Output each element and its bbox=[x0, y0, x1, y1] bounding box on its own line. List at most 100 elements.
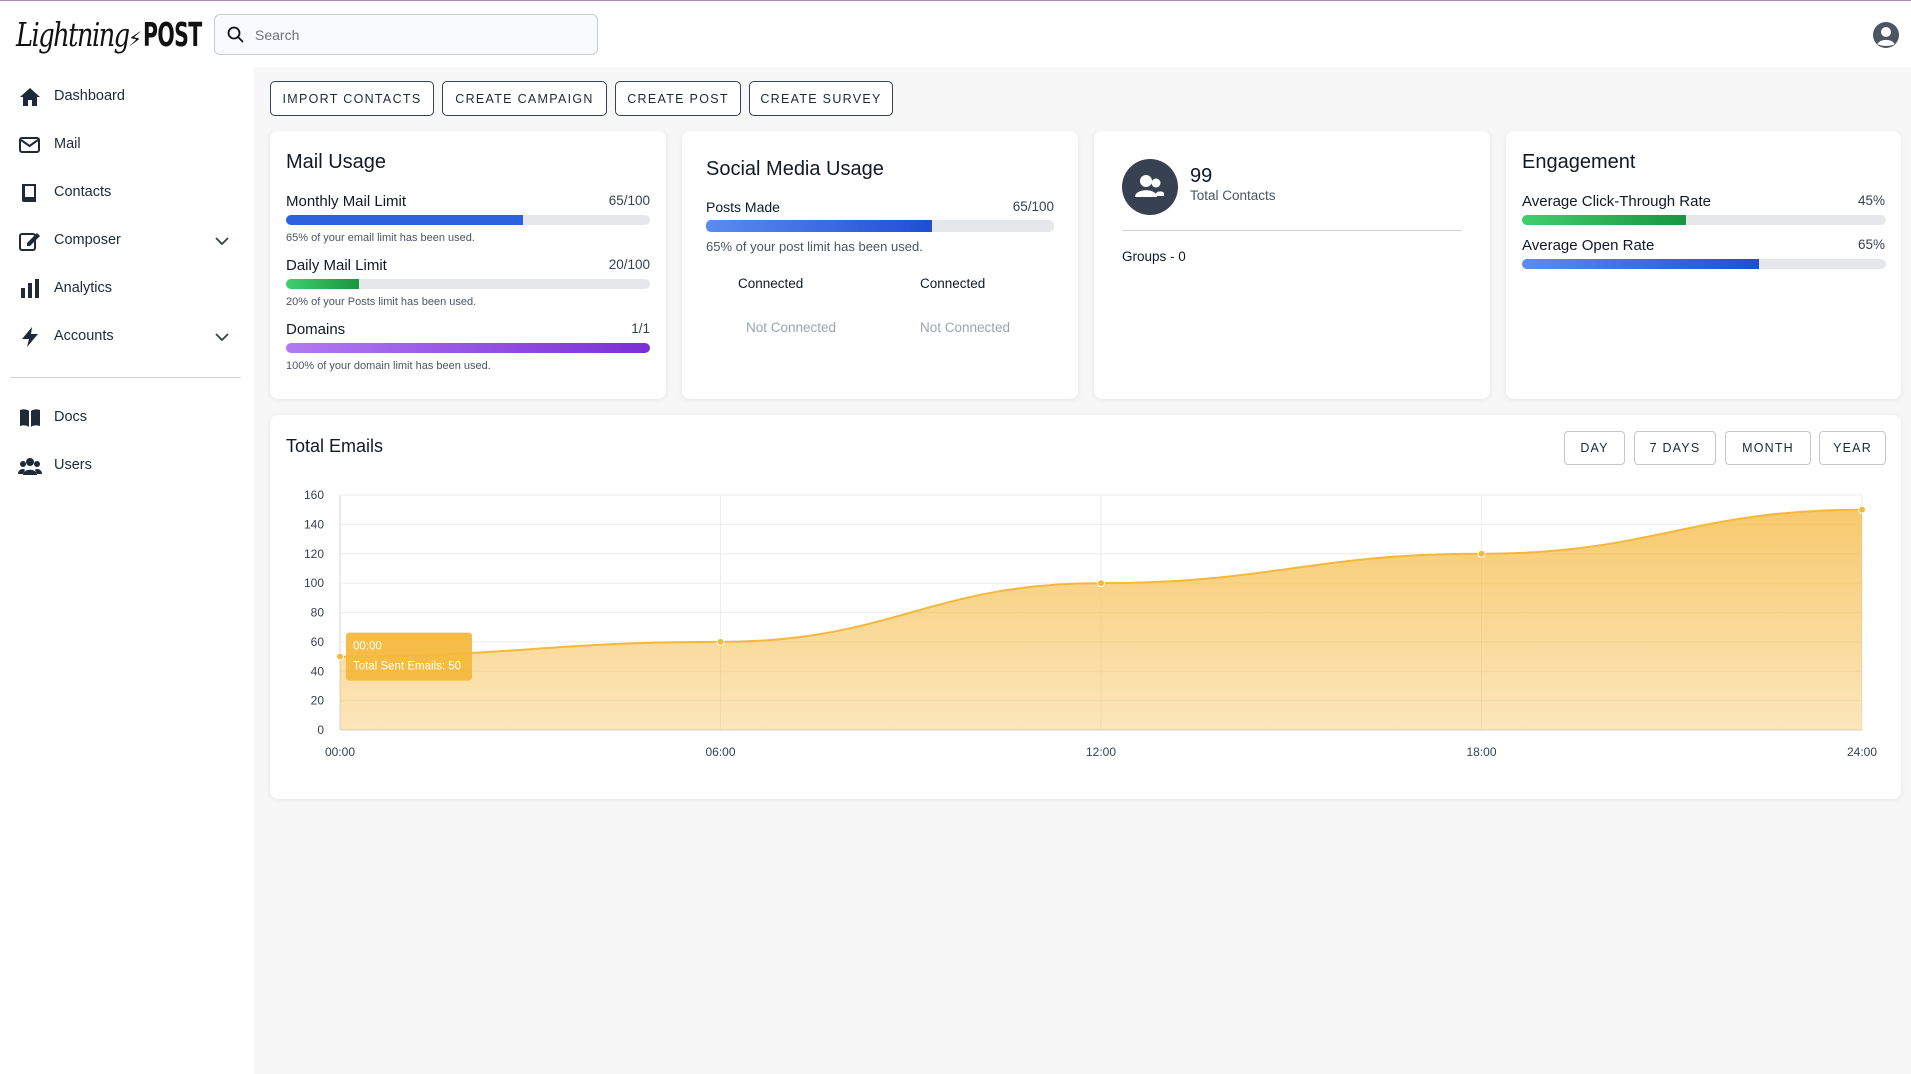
posts-made-progress bbox=[706, 220, 1054, 232]
domains-label: Domains bbox=[286, 321, 346, 338]
y-tick-label: 160 bbox=[304, 488, 324, 502]
domains-value: 1/1 bbox=[631, 321, 650, 336]
range-7days-button[interactable]: 7 DAYS bbox=[1634, 431, 1716, 465]
monthly-mail-note: 65% of your email limit has been used. bbox=[286, 232, 475, 244]
y-tick-label: 80 bbox=[311, 606, 325, 620]
ctr-label: Average Click-Through Rate bbox=[1522, 193, 1711, 210]
chevron-down-icon bbox=[215, 237, 229, 246]
groups-count: Groups - 0 bbox=[1122, 249, 1186, 264]
monthly-mail-value: 65/100 bbox=[608, 193, 650, 208]
user-avatar-icon[interactable] bbox=[1872, 21, 1900, 49]
posts-made-value: 65/100 bbox=[1012, 199, 1054, 214]
sidebar-item-label: Dashboard bbox=[54, 88, 125, 104]
y-tick-label: 140 bbox=[304, 517, 324, 531]
social-media-usage-card: Social Media Usage Posts Made 65/100 65%… bbox=[682, 131, 1078, 399]
x-tick-label: 12:00 bbox=[1086, 745, 1116, 759]
contacts-book-icon bbox=[22, 184, 36, 202]
home-icon bbox=[20, 88, 40, 106]
range-day-button[interactable]: DAY bbox=[1564, 431, 1625, 465]
social-status-3: Not Connected bbox=[746, 320, 837, 335]
card-title: Mail Usage bbox=[286, 151, 387, 173]
sidebar-item-composer[interactable]: Composer bbox=[0, 220, 254, 260]
total-emails-chart: 0 20 40 60 80 100 120 140 160 00:00 06:00 12:00 18:0… bbox=[304, 488, 1877, 759]
sidebar-item-contacts[interactable]: Contacts bbox=[0, 172, 254, 212]
import-contacts-button[interactable]: IMPORT CONTACTS bbox=[270, 81, 434, 116]
card-title: Social Media Usage bbox=[706, 158, 884, 180]
logo-text-post: POST bbox=[143, 15, 202, 54]
sidebar-item-users[interactable]: Users bbox=[0, 445, 254, 485]
sidebar-item-label: Accounts bbox=[54, 328, 114, 344]
engagement-card: Engagement Average Click-Through Rate 45… bbox=[1506, 131, 1901, 399]
logo-text-lightning: Lightning bbox=[16, 15, 130, 54]
sidebar-item-label: Contacts bbox=[54, 184, 112, 200]
create-survey-button[interactable]: CREATE SURVEY bbox=[749, 81, 893, 116]
mail-usage-card: Mail Usage Monthly Mail Limit 65/100 65%… bbox=[270, 131, 666, 399]
search-input[interactable] bbox=[255, 15, 585, 54]
edit-icon bbox=[19, 233, 40, 251]
sidebar-item-label: Composer bbox=[54, 232, 121, 248]
contacts-divider bbox=[1122, 230, 1462, 231]
sidebar-item-mail[interactable]: Mail bbox=[0, 124, 254, 164]
data-point bbox=[1858, 505, 1866, 514]
sidebar-divider bbox=[10, 377, 241, 378]
top-bar: Lightning ⚡ POST bbox=[0, 1, 1911, 67]
sidebar-item-label: Docs bbox=[54, 409, 88, 425]
sidebar-item-analytics[interactable]: Analytics bbox=[0, 268, 254, 308]
range-year-button[interactable]: YEAR bbox=[1819, 431, 1886, 465]
social-status-4: Not Connected bbox=[920, 320, 1011, 335]
y-tick-label: 20 bbox=[311, 694, 325, 708]
total-contacts-label: Total Contacts bbox=[1190, 188, 1276, 203]
sidebar-item-label: Users bbox=[54, 457, 92, 473]
card-title: Engagement bbox=[1522, 151, 1636, 173]
y-tick-label: 120 bbox=[304, 547, 324, 561]
total-emails-card: Total Emails DAY 7 DAYS MONTH YEAR 0 20 40… bbox=[270, 415, 1901, 799]
daily-mail-note: 20% of your Posts limit has been used. bbox=[286, 296, 477, 308]
total-contacts-count: 99 bbox=[1190, 165, 1213, 187]
data-point bbox=[1477, 549, 1486, 558]
y-tick-label: 0 bbox=[317, 723, 324, 737]
bar-chart-icon bbox=[21, 279, 39, 298]
app-logo[interactable]: Lightning ⚡ POST bbox=[16, 15, 238, 55]
mail-icon bbox=[19, 137, 40, 153]
posts-made-note: 65% of your post limit has been used. bbox=[706, 239, 923, 254]
create-post-button[interactable]: CREATE POST bbox=[615, 81, 741, 116]
sidebar-item-label: Analytics bbox=[54, 280, 113, 296]
create-campaign-button[interactable]: CREATE CAMPAIGN bbox=[442, 81, 607, 116]
search-icon bbox=[227, 26, 244, 43]
data-point bbox=[716, 637, 725, 646]
ctr-value: 45% bbox=[1857, 193, 1885, 208]
daily-mail-label: Daily Mail Limit bbox=[286, 257, 387, 274]
sidebar-item-dashboard[interactable]: Dashboard bbox=[0, 76, 254, 116]
contacts-group-icon bbox=[1122, 159, 1178, 215]
tooltip-time: 00:00 bbox=[353, 641, 382, 653]
open-rate-value: 65% bbox=[1857, 237, 1885, 252]
data-point bbox=[1097, 579, 1105, 588]
domains-note: 100% of your domain limit has been used. bbox=[286, 360, 491, 372]
daily-mail-progress bbox=[286, 279, 650, 289]
social-status-1: Connected bbox=[738, 276, 804, 291]
y-tick-label: 100 bbox=[304, 576, 324, 590]
x-tick-label: 18:00 bbox=[1466, 745, 1496, 759]
search-box[interactable] bbox=[214, 14, 598, 55]
contacts-card: 99 Total Contacts Groups - 0 bbox=[1094, 131, 1490, 399]
range-month-button[interactable]: MONTH bbox=[1725, 431, 1811, 465]
sidebar-item-docs[interactable]: Docs bbox=[0, 397, 254, 437]
top-accent-line bbox=[0, 0, 1911, 1]
users-icon bbox=[18, 458, 42, 475]
logo-bolt-icon: ⚡ bbox=[128, 29, 143, 51]
x-tick-label: 24:00 bbox=[1847, 745, 1877, 759]
chevron-down-icon bbox=[215, 333, 229, 342]
ctr-progress bbox=[1522, 215, 1886, 225]
series-area-fill bbox=[340, 509, 1862, 730]
chart-title: Total Emails bbox=[286, 436, 384, 456]
posts-made-label: Posts Made bbox=[706, 199, 780, 215]
y-tick-label: 60 bbox=[311, 635, 325, 649]
social-status-2: Connected bbox=[920, 276, 986, 291]
sidebar-item-accounts[interactable]: Accounts bbox=[0, 316, 254, 356]
lightning-icon bbox=[22, 327, 38, 347]
y-tick-label: 40 bbox=[311, 664, 325, 678]
domains-progress bbox=[286, 343, 650, 353]
open-rate-progress bbox=[1522, 259, 1886, 269]
tooltip-value: Total Sent Emails: 50 bbox=[353, 661, 461, 673]
daily-mail-value: 20/100 bbox=[608, 257, 650, 272]
